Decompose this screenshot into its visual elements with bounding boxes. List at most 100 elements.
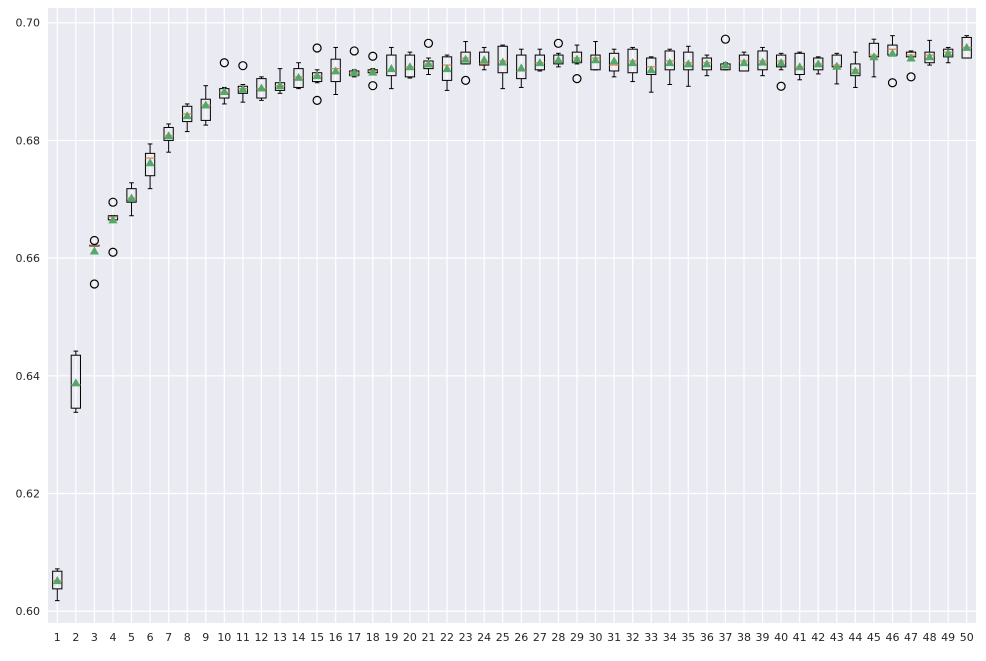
mean-marker <box>52 576 62 585</box>
x-axis-tick-labels: 1 2 3 4 5 6 7 8 9 10 11 12 13 14 15 16 17 18 19 20 21 22 23 24 2… <box>54 631 974 644</box>
box-iqr <box>404 54 416 78</box>
outlier-point <box>887 78 898 88</box>
outlier-point <box>89 279 100 289</box>
outlier-point <box>423 38 434 48</box>
x-tick-label: 16 <box>329 631 343 644</box>
box-group <box>423 38 434 76</box>
x-tick-label: 39 <box>756 631 770 644</box>
outlier-point <box>368 81 378 91</box>
box-iqr <box>553 54 564 65</box>
outlier-point <box>108 247 118 257</box>
x-tick-label: 13 <box>273 631 287 644</box>
x-tick-label: 17 <box>347 631 361 644</box>
box-group <box>163 123 174 153</box>
y-tick-label: 0.62 <box>16 488 41 501</box>
mean-marker <box>275 81 285 90</box>
box-group <box>887 35 898 88</box>
box-group <box>701 54 713 77</box>
y-tick-label: 0.70 <box>16 17 41 30</box>
box-group <box>274 68 286 94</box>
x-tick-label: 34 <box>663 631 677 644</box>
x-tick-label: 5 <box>128 631 135 644</box>
x-tick-label: 9 <box>202 631 209 644</box>
x-tick-label: 2 <box>72 631 79 644</box>
x-tick-label: 3 <box>91 631 98 644</box>
outlier-point <box>238 61 248 71</box>
outlier-point <box>219 58 229 68</box>
mean-marker <box>535 58 545 67</box>
box-group <box>571 44 583 84</box>
box-iqr <box>794 52 805 76</box>
box-group <box>757 46 768 77</box>
mean-marker <box>795 62 805 71</box>
x-tick-label: 38 <box>737 631 751 644</box>
mean-marker <box>962 42 972 51</box>
mean-marker <box>757 57 768 66</box>
x-tick-label: 20 <box>403 631 417 644</box>
mean-marker <box>683 59 693 68</box>
x-tick-label: 45 <box>867 631 881 644</box>
mean-marker <box>869 52 879 61</box>
x-tick-label: 11 <box>236 631 250 644</box>
x-tick-label: 8 <box>184 631 191 644</box>
box-group <box>293 62 304 90</box>
x-tick-label: 43 <box>830 631 844 644</box>
y-axis-tick-labels: 0.60 0.62 0.64 0.66 0.68 0.70 <box>16 17 41 619</box>
x-tick-label: 25 <box>496 631 510 644</box>
x-tick-label: 37 <box>718 631 732 644</box>
x-tick-label: 22 <box>440 631 454 644</box>
y-tick-label: 0.68 <box>16 134 41 147</box>
x-tick-label: 47 <box>904 631 918 644</box>
box-group <box>89 235 100 289</box>
x-tick-label: 36 <box>700 631 714 644</box>
box-iqr <box>330 58 341 83</box>
box-group <box>831 52 842 85</box>
mean-marker <box>238 84 248 93</box>
box-iqr <box>683 51 694 71</box>
x-tick-label: 33 <box>644 631 658 644</box>
x-tick-label: 41 <box>793 631 807 644</box>
box-group <box>850 51 861 88</box>
box-iqr <box>701 57 713 71</box>
box-iqr <box>293 68 304 88</box>
mean-marker <box>850 66 860 75</box>
outlier-point <box>312 95 322 105</box>
box-group <box>553 38 564 68</box>
x-tick-label: 29 <box>570 631 584 644</box>
mean-marker <box>943 48 953 57</box>
box-iqr <box>516 54 527 80</box>
mean-marker <box>442 64 452 73</box>
box-group <box>905 50 917 82</box>
box-iqr <box>200 98 211 121</box>
box-group <box>943 46 954 64</box>
box-group <box>775 52 787 91</box>
box-group <box>590 41 601 71</box>
box-group <box>70 350 81 413</box>
box-group <box>200 85 211 126</box>
mean-marker <box>423 59 434 68</box>
x-tick-label: 30 <box>589 631 603 644</box>
box-iqr <box>479 51 490 66</box>
mean-marker <box>572 54 582 63</box>
x-tick-label: 14 <box>292 631 306 644</box>
mean-marker <box>461 54 471 63</box>
outlier-point <box>461 75 471 85</box>
box-group <box>924 39 935 66</box>
x-tick-label: 44 <box>848 631 862 644</box>
mean-marker <box>164 131 174 140</box>
x-tick-label: 31 <box>607 631 621 644</box>
x-tick-label: 21 <box>421 631 435 644</box>
mean-marker <box>925 52 935 61</box>
mean-marker <box>126 193 137 202</box>
box-group <box>441 54 453 91</box>
x-tick-label: 23 <box>459 631 473 644</box>
box-iqr <box>441 56 453 81</box>
box-iqr <box>590 54 601 71</box>
box-group <box>460 41 471 85</box>
box-group <box>107 197 119 257</box>
box-group <box>126 182 137 217</box>
x-tick-label: 12 <box>254 631 268 644</box>
x-tick-label: 46 <box>885 631 899 644</box>
mean-marker <box>906 53 916 62</box>
box-iqr <box>126 188 137 203</box>
